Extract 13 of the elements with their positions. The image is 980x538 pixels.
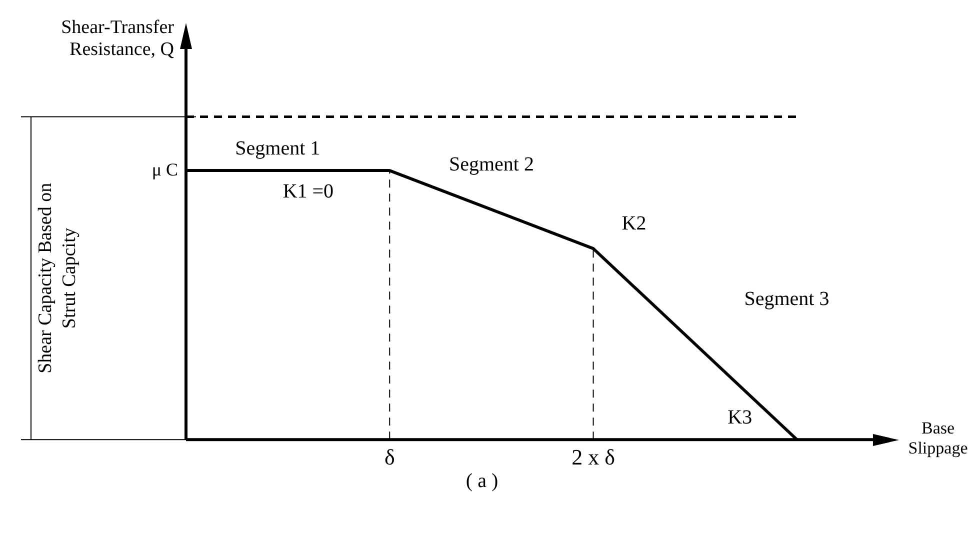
x-tick-label: δ [384,444,395,470]
text: Shear Capacity Based on Strut Capcity [34,182,80,374]
x-axis-title: Base Slippage [908,418,968,458]
annotation: Segment 2 [448,153,534,176]
annotation: K3 [728,406,752,428]
text: ( a ) [466,470,498,492]
annotation: K2 [622,212,646,235]
annotation: K1 =0 [282,180,334,202]
x-tick-label: 2 x δ [572,444,615,470]
text: Shear-Transfer Resistance, Q [61,16,175,60]
text: μ C [152,159,178,180]
text: Segment 1 [235,137,320,160]
annotation: Segment 3 [744,288,830,310]
